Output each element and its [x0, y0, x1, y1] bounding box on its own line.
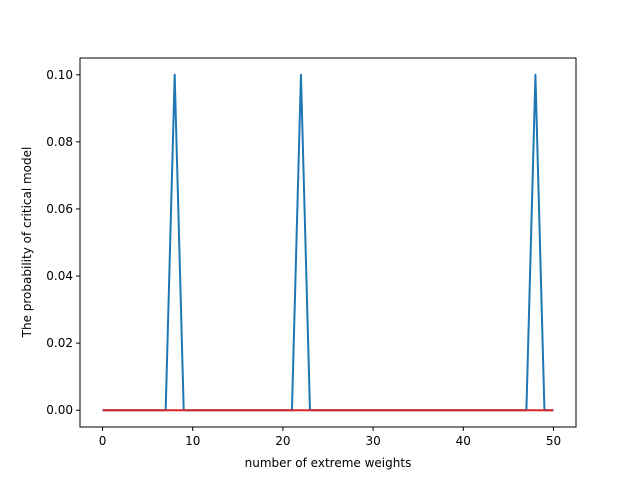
series-layer — [102, 73, 554, 412]
y-tick-label: 0.06 — [46, 202, 73, 216]
y-axis: 0.00 0.02 0.04 0.06 0.08 0.10 — [46, 68, 80, 417]
x-tick-label: 10 — [185, 434, 200, 448]
series-line-1 — [102, 73, 554, 412]
x-axis: 0 10 20 30 40 50 — [99, 427, 561, 448]
y-tick-label: 0.10 — [46, 68, 73, 82]
x-tick-label: 20 — [275, 434, 290, 448]
x-tick-label: 50 — [546, 434, 561, 448]
y-tick-label: 0.00 — [46, 403, 73, 417]
x-tick-label: 0 — [99, 434, 107, 448]
y-tick-label: 0.02 — [46, 336, 73, 350]
x-tick-label: 40 — [456, 434, 471, 448]
plot-frame — [79, 57, 577, 428]
y-axis-label: The probability of critical model — [20, 147, 34, 339]
y-tick-label: 0.08 — [46, 135, 73, 149]
y-tick-label: 0.04 — [46, 269, 73, 283]
x-axis-label: number of extreme weights — [245, 456, 412, 470]
x-tick-label: 30 — [365, 434, 380, 448]
